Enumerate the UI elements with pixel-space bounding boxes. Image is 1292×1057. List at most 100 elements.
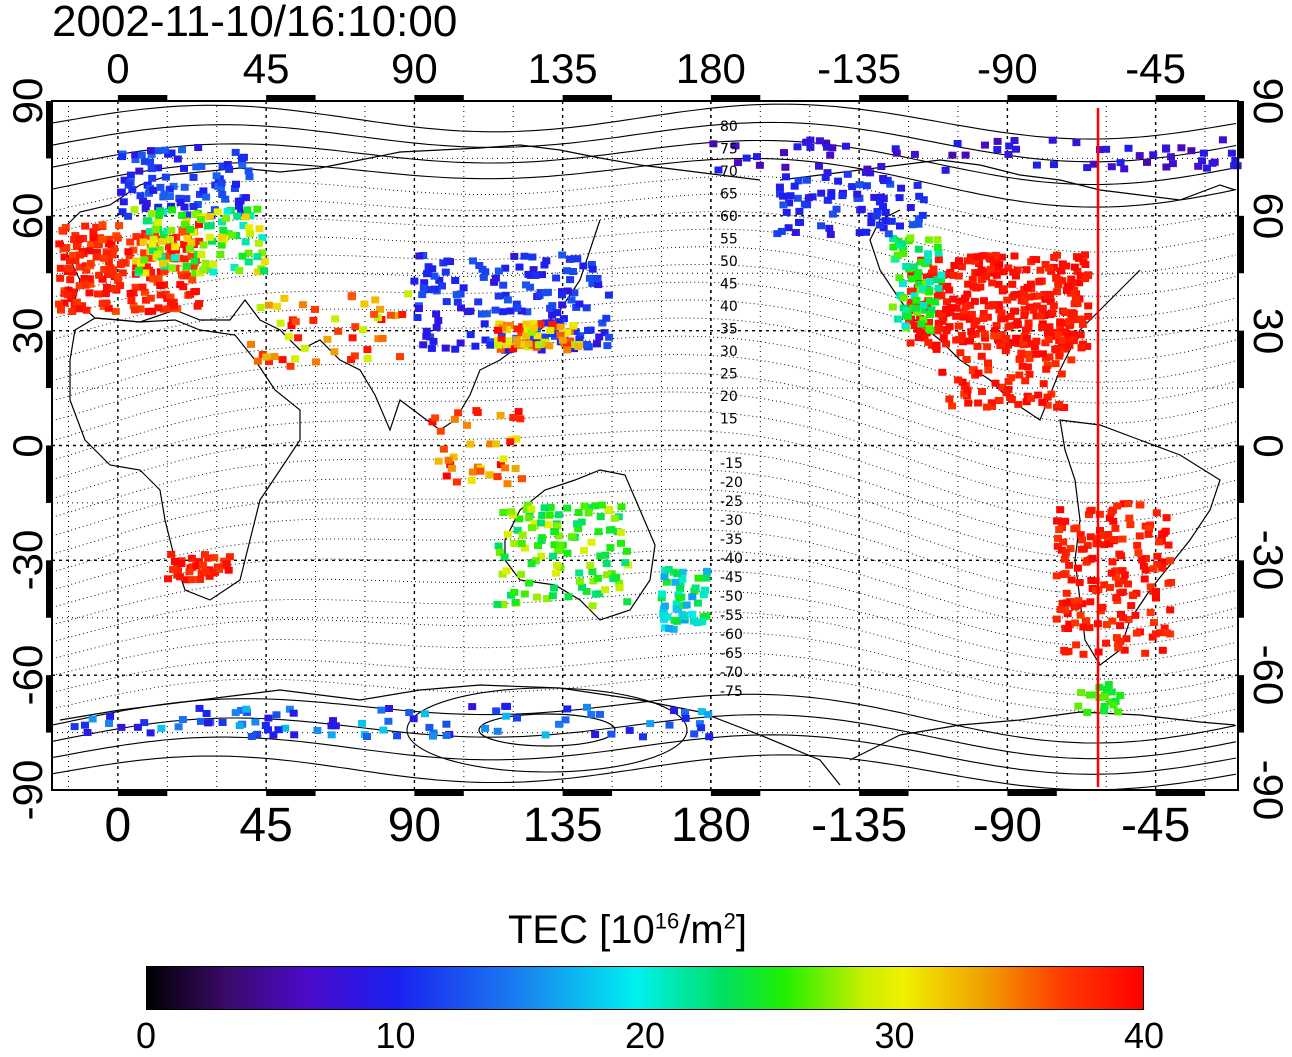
tec-data-point (973, 342, 982, 350)
tec-data-point (574, 525, 583, 533)
tec-data-point (105, 235, 114, 243)
tec-data-point (1116, 637, 1125, 645)
tec-data-point (281, 724, 290, 732)
tec-data-point (1079, 650, 1088, 658)
tec-data-point (1000, 315, 1009, 323)
tec-data-point (755, 161, 764, 169)
tec-data-point (984, 359, 992, 367)
tec-data-point (997, 331, 1006, 339)
tec-data-point (187, 239, 196, 247)
tec-data-point (1057, 267, 1066, 275)
tec-data-point (658, 590, 667, 598)
tec-data-point (872, 212, 881, 220)
tec-data-point (934, 256, 943, 264)
tec-data-point (1153, 552, 1162, 560)
tec-data-point (98, 236, 107, 244)
tec-data-point (998, 383, 1007, 391)
tec-data-point (141, 204, 150, 212)
tec-data-point (62, 244, 71, 251)
tec-data-point (120, 176, 129, 184)
tec-data-point (194, 144, 203, 151)
tec-data-point (298, 301, 307, 309)
tec-data-point (1022, 266, 1031, 274)
tec-data-point (815, 162, 823, 170)
tec-data-point (507, 508, 516, 516)
tec-data-point (1102, 639, 1110, 647)
tec-data-point (238, 252, 247, 260)
tec-data-point (569, 268, 577, 275)
tec-data-point (693, 619, 702, 627)
tec-data-point (518, 475, 526, 483)
tec-data-point (934, 284, 943, 292)
tec-data-point (148, 240, 157, 248)
tec-data-point (185, 245, 194, 253)
tec-data-point (475, 262, 484, 269)
tec-data-point (1064, 282, 1073, 290)
tec-data-point (167, 550, 176, 558)
tec-data-point (614, 513, 623, 521)
tec-data-point (506, 321, 514, 329)
tec-data-point (575, 335, 584, 343)
tec-data-point (441, 344, 450, 352)
tec-data-point (593, 275, 602, 283)
tec-data-point (253, 357, 262, 365)
tec-data-point (867, 212, 876, 220)
tec-data-point (425, 723, 434, 731)
tec-data-point (463, 421, 471, 429)
contour-label: -20 (720, 475, 743, 491)
tec-data-point (964, 280, 973, 288)
tec-data-point (892, 149, 901, 157)
tec-data-point (192, 562, 201, 570)
tec-data-point (1114, 644, 1123, 652)
tec-data-point (906, 339, 915, 347)
tec-data-point (167, 149, 176, 157)
tec-data-point (1007, 374, 1016, 382)
tec-data-point (218, 719, 227, 726)
tec-data-point (363, 346, 372, 354)
tec-data-point (424, 286, 433, 294)
tec-data-point (1108, 617, 1117, 625)
tec-data-point (128, 186, 137, 194)
tec-data-point (954, 272, 963, 280)
tec-data-point (1034, 391, 1043, 399)
tec-data-point (958, 297, 967, 305)
tec-data-point (891, 145, 900, 153)
tec-data-point (676, 585, 685, 593)
tec-data-point (98, 275, 107, 283)
tec-data-point (828, 144, 837, 152)
tec-data-point (70, 236, 79, 243)
tec-data-point (879, 175, 888, 182)
tec-data-point (234, 197, 243, 205)
tec-data-point (1120, 571, 1129, 579)
tec-data-point (919, 285, 928, 293)
tec-data-point (1141, 566, 1150, 574)
tec-data-point (474, 298, 483, 306)
tec-data-point (964, 399, 973, 407)
tec-data-point (410, 277, 419, 285)
tec-data-point (570, 289, 579, 297)
tec-data-point (709, 140, 718, 148)
tec-data-point (530, 520, 539, 528)
bottom-lon-tick-label: -90 (972, 799, 1043, 852)
contour-label: 30 (720, 344, 738, 360)
tec-data-point (442, 472, 451, 480)
tec-data-point (879, 195, 888, 203)
tec-data-point (579, 262, 588, 270)
colorbar-title-unit: /m (679, 908, 724, 952)
tec-data-point (980, 330, 989, 338)
tec-data-point (919, 196, 928, 204)
tec-data-point (169, 566, 178, 574)
tec-data-point (1177, 144, 1186, 152)
bottom-lon-tick-label: 0 (104, 799, 132, 852)
tec-data-point (1111, 524, 1120, 532)
tec-data-point (223, 161, 232, 168)
tec-data-point (58, 226, 67, 234)
tec-data-point (409, 715, 418, 723)
tec-data-point (612, 573, 621, 581)
tec-data-point (563, 346, 572, 354)
tec-data-point (559, 315, 568, 323)
tec-data-point (1001, 347, 1010, 355)
tec-data-point (1065, 561, 1074, 569)
tec-data-point (370, 310, 379, 318)
tec-data-point (291, 318, 300, 326)
